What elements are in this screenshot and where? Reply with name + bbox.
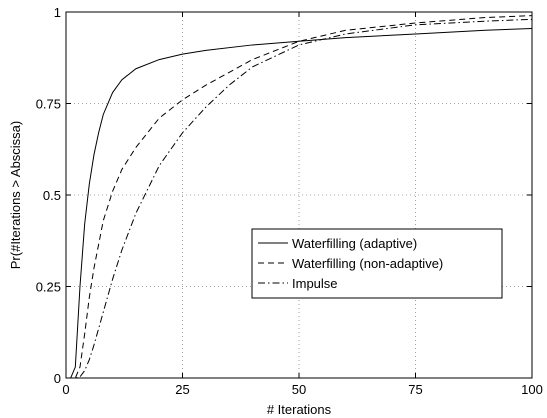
x-tick-label: 25 xyxy=(175,382,189,397)
x-tick-label: 50 xyxy=(292,382,306,397)
y-tick-label: 0.25 xyxy=(36,280,61,295)
legend-entry: Impulse xyxy=(292,276,338,291)
y-tick-label: 1 xyxy=(54,5,61,20)
y-tick-label: 0.5 xyxy=(43,188,61,203)
axis-ticks: 0 25 50 75 100 0 0.25 0.5 0.75 1 xyxy=(36,5,543,397)
legend-box xyxy=(251,228,503,299)
series-lines xyxy=(66,15,533,379)
series-line-1 xyxy=(66,27,533,379)
legend: Waterfilling (adaptive) Waterfilling (non… xyxy=(251,228,503,299)
y-tick-label: 0 xyxy=(54,371,61,386)
x-tick-label: 100 xyxy=(521,382,543,397)
legend-entry: Waterfilling (non-adaptive) xyxy=(292,256,443,271)
series-line-3 xyxy=(66,18,533,379)
x-tick-label: 75 xyxy=(408,382,422,397)
legend-entry: Waterfilling (adaptive) xyxy=(292,236,417,251)
y-axis-label: Pr(#Iterations > Abscissa) xyxy=(8,121,23,269)
x-axis-label: # Iterations xyxy=(267,402,332,417)
y-tick-label: 0.75 xyxy=(36,97,61,112)
x-tick-label: 0 xyxy=(62,382,69,397)
